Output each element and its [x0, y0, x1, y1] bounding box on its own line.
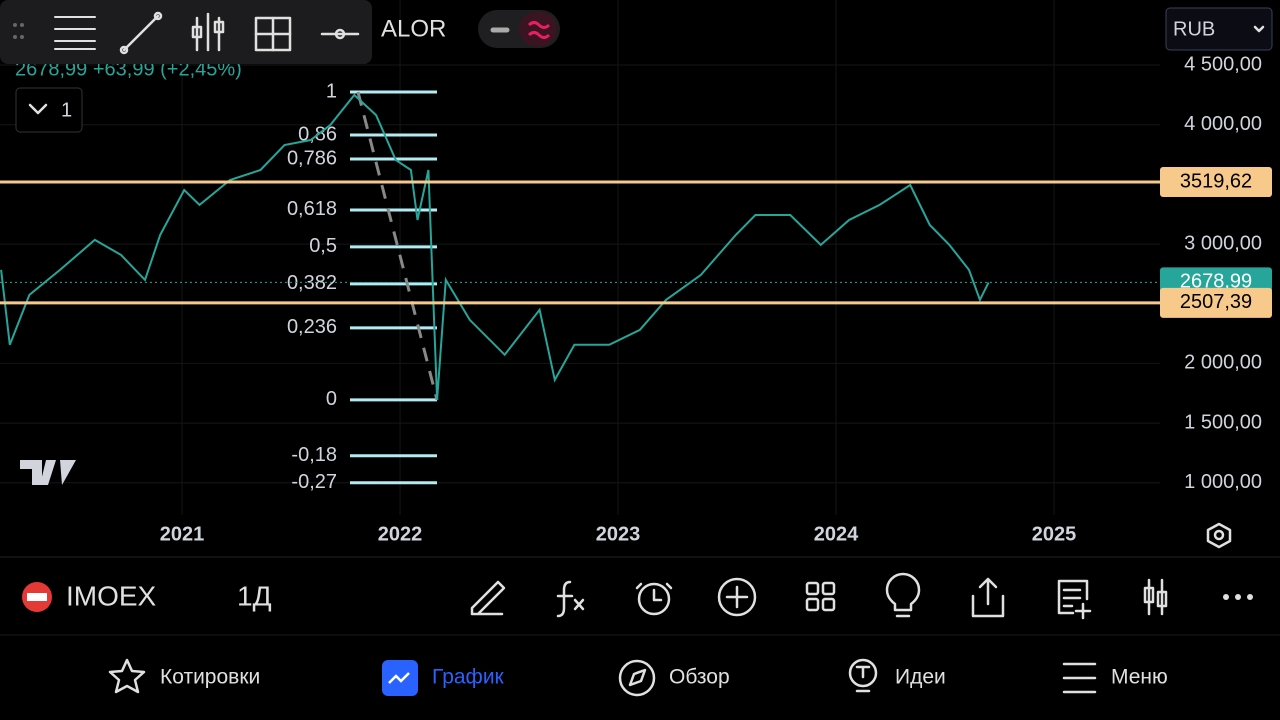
- fib-label: 0,786: [287, 147, 337, 169]
- fib-label: -0,27: [291, 471, 337, 493]
- interval-toggle[interactable]: [15, 87, 83, 133]
- fib-label: 0,5: [309, 235, 337, 257]
- nav-item[interactable]: Обзор: [669, 666, 730, 689]
- fib-label: 1: [326, 80, 337, 102]
- fib-label: 0: [326, 388, 337, 410]
- nav-icon-active: [382, 660, 418, 696]
- level-price-label: 2507,39: [1180, 291, 1252, 313]
- level-price-box: [1160, 287, 1272, 318]
- tv-logo: [20, 460, 76, 485]
- y-tick-label: 4 500,00: [1184, 53, 1262, 75]
- y-tick-label: 1 000,00: [1184, 471, 1262, 493]
- bottom-interval[interactable]: 1Д: [237, 580, 272, 611]
- bottom-symbol[interactable]: IMOEX: [66, 580, 157, 611]
- level-price-box: [1160, 167, 1272, 198]
- y-tick-label: 2 000,00: [1184, 352, 1262, 374]
- nav-item[interactable]: Идеи: [895, 666, 946, 689]
- symbol-logo: [27, 593, 47, 601]
- fib-label: 0,618: [287, 198, 337, 220]
- x-tick-label: 2022: [378, 523, 423, 545]
- current-price-label: 2678,99: [1180, 271, 1252, 293]
- y-tick-label: 1 500,00: [1184, 411, 1262, 433]
- x-tick-label: 2023: [596, 523, 641, 545]
- fib-label: 0,236: [287, 316, 337, 338]
- settings-icon: [1213, 529, 1225, 541]
- mode-toggle-active: [519, 12, 557, 46]
- fib-label: -0,18: [291, 444, 337, 466]
- x-tick-label: 2025: [1032, 523, 1077, 545]
- interval-count: 1: [61, 99, 72, 121]
- currency-label: RUB: [1173, 18, 1215, 40]
- fib-trend: [356, 91, 439, 401]
- mode-icon: [527, 21, 551, 39]
- x-tick-label: 2024: [814, 523, 859, 545]
- price-line: [0, 93, 990, 400]
- settings-icon: [1206, 522, 1232, 549]
- action-icons: [470, 572, 1168, 620]
- more-icon[interactable]: [1223, 594, 1253, 600]
- toolbar-symbol[interactable]: ALOR: [381, 15, 446, 42]
- chevron: [28, 103, 48, 115]
- nav-item[interactable]: Меню: [1111, 666, 1168, 689]
- x-tick-label: 2021: [160, 523, 205, 545]
- drawing-toolbar: [0, 0, 372, 64]
- chevron: [1253, 25, 1265, 33]
- nav-item[interactable]: График: [432, 666, 505, 689]
- toolbar-icons: [13, 11, 360, 55]
- fib-label: 0,382: [287, 272, 337, 294]
- y-tick-label: 3 000,00: [1184, 232, 1262, 254]
- y-tick-label: 4 000,00: [1184, 113, 1262, 135]
- nav-item[interactable]: Котировки: [160, 666, 260, 689]
- currency-select[interactable]: [1165, 7, 1273, 51]
- nav-bar: Котировки График Обзор Идеи Меню: [160, 666, 1168, 689]
- level-price-label: 3519,62: [1180, 170, 1252, 192]
- chart-area: 2021 2022 2023 2024 2025 1 000,00 1 500,00 2 00…: [0, 0, 1272, 545]
- nav-icon-active: [388, 672, 410, 684]
- nav-icons: [108, 658, 1097, 697]
